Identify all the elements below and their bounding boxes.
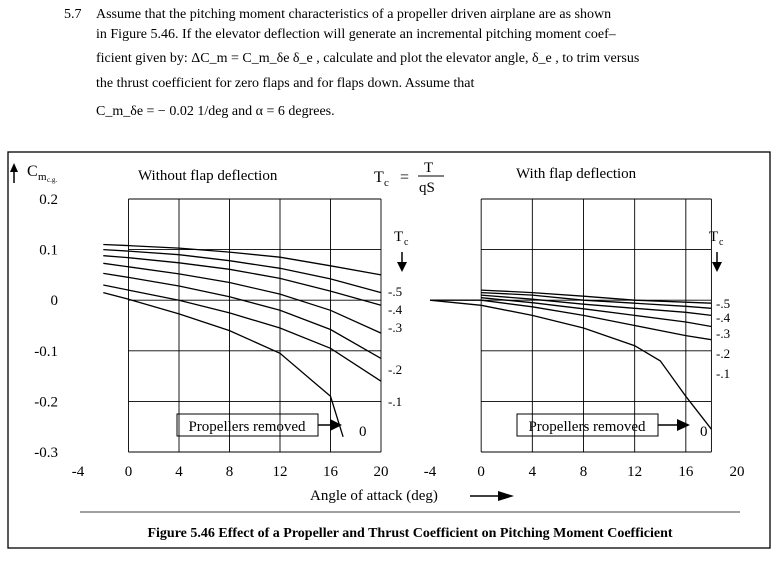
tc-value-label: -.4 — [388, 302, 403, 317]
panel-title-flap: With flap deflection — [516, 166, 637, 182]
y-axis-label: C m c.g. — [10, 163, 57, 184]
annotation-propellers-removed-left: Propellers removed — [176, 413, 342, 437]
problem-line-2: in Figure 5.46. If the elevator deflecti… — [96, 27, 616, 42]
x-tick-label: 4 — [529, 464, 537, 480]
tc-legend-flap: T c — [709, 229, 724, 272]
tc-eq-lhs: T — [374, 169, 384, 186]
tc-value-label: 0 — [359, 424, 367, 440]
tc-value-label: -.1 — [716, 366, 730, 381]
series-line — [103, 248, 382, 294]
problem-line-1: Assume that the pitching moment characte… — [96, 7, 612, 22]
problem-line-5: C_m_δe = − 0.02 1/deg and α = 6 degrees. — [96, 104, 335, 119]
series-line — [481, 297, 712, 328]
x-tick-label: 4 — [175, 464, 183, 480]
problem-line-4: the thrust coefficient for zero flaps an… — [96, 76, 475, 91]
y-tick-label: 0 — [51, 293, 59, 309]
series-line — [430, 299, 712, 341]
tc-legend-arrowhead — [712, 262, 722, 272]
series-line — [481, 291, 712, 309]
x-tick-label: 16 — [678, 464, 694, 480]
tc-eq-sub: c — [384, 177, 389, 189]
y-tick-label: -0.2 — [34, 394, 58, 410]
x-axis-arrow — [470, 491, 514, 501]
y-tick-label: -0.1 — [34, 344, 58, 360]
tc-value-label: -.5 — [388, 284, 402, 299]
y-axis-subsubscript: c.g. — [47, 176, 57, 184]
series-line — [103, 262, 382, 334]
x-tick-label: 8 — [580, 464, 588, 480]
x-tick-label: 16 — [323, 464, 339, 480]
tc-values-no-flap: -.5 -.4 -.3 -.2 -.1 0 — [359, 284, 403, 440]
series-line — [481, 289, 712, 304]
x-tick-label: 12 — [627, 464, 642, 480]
tc-value-label: -.5 — [716, 296, 730, 311]
tc-value-label: -.2 — [716, 346, 730, 361]
figure-caption: Figure 5.46 Effect of a Propeller and Th… — [147, 526, 672, 541]
y-axis-subscript: m — [38, 171, 47, 183]
tc-equation: T c = T qS — [374, 160, 444, 196]
tc-values-flap: -.5 -.4 -.3 -.2 -.1 0 — [700, 296, 731, 440]
series-line — [481, 294, 712, 317]
panel-title-no-flap: Without flap deflection — [138, 168, 278, 184]
tc-legend-arrowhead — [397, 262, 407, 272]
problem-statement: 5.7 Assume that the pitching moment char… — [0, 0, 782, 150]
problem-line-3: ficient given by: ΔC_m = C_m_δe δ_e , ca… — [96, 51, 640, 66]
annotation-text: Propellers removed — [188, 419, 306, 435]
annotation-text: Propellers removed — [528, 419, 646, 435]
y-tick-label: 0.1 — [39, 243, 58, 259]
tc-value-label: 0 — [700, 424, 708, 440]
x-tick-label: 20 — [374, 464, 389, 480]
series-line — [103, 255, 382, 306]
tc-legend-subscript: c — [719, 237, 724, 248]
x-tick-label: 12 — [273, 464, 288, 480]
tc-value-label: -.3 — [388, 320, 402, 335]
tc-eq-equals: = — [400, 169, 409, 186]
y-tick-label: 0.2 — [39, 192, 58, 208]
annotation-arrowhead — [330, 419, 342, 431]
tc-legend-symbol: T — [709, 229, 718, 245]
tc-eq-numerator: T — [424, 160, 433, 176]
x-tick-label: 8 — [226, 464, 234, 480]
x-tick-label: -4 — [424, 464, 437, 480]
x-axis-label: Angle of attack (deg) — [310, 488, 438, 504]
tc-legend-symbol: T — [394, 229, 403, 245]
series-line — [103, 272, 382, 359]
tc-value-label: -.3 — [716, 326, 730, 341]
tc-legend-no-flap: T c — [394, 229, 409, 272]
series-line — [429, 299, 712, 430]
annotation-propellers-removed-right: Propellers removed — [516, 413, 690, 437]
x-axis-arrow-head — [498, 491, 514, 501]
panel-with-flap: -4 0 4 8 12 16 20 — [424, 198, 745, 480]
y-axis-arrow-head — [10, 163, 18, 172]
problem-number: 5.7 — [64, 7, 82, 22]
tc-value-label: -.1 — [388, 394, 402, 409]
y-tick-label: -0.3 — [34, 445, 58, 461]
tc-legend-subscript: c — [404, 237, 409, 248]
series-line — [103, 291, 344, 437]
panel-without-flap: 0.2 0.1 0 -0.1 -0.2 -0.3 -4 0 4 8 12 16 20 — [34, 192, 388, 480]
x-tick-label: 0 — [125, 464, 133, 480]
figure-frame — [7, 151, 771, 549]
tc-eq-denominator: qS — [419, 180, 435, 196]
series-line — [103, 284, 382, 382]
y-axis-symbol: C — [27, 163, 38, 180]
x-tick-label: 0 — [477, 464, 485, 480]
x-tick-label: 20 — [730, 464, 745, 480]
annotation-arrowhead — [677, 419, 690, 431]
series-line — [103, 243, 382, 276]
tc-value-label: -.2 — [388, 362, 402, 377]
x-tick-label: -4 — [72, 464, 85, 480]
tc-value-label: -.4 — [716, 310, 731, 325]
